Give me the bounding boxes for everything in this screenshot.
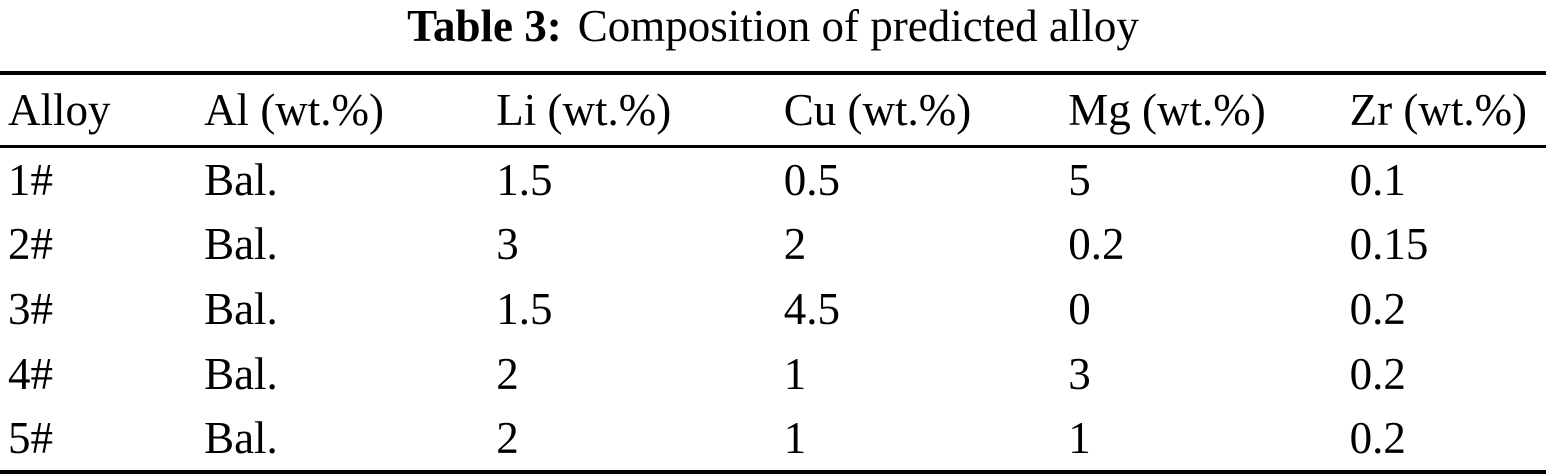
cell-li: 2 [496, 349, 519, 399]
cell-li: 2 [496, 413, 519, 463]
col-header-mg: Mg (wt.%) [1068, 72, 1350, 148]
cell-zr: 0.1 [1349, 154, 1406, 205]
table-caption-label: Table 3: [407, 1, 562, 51]
cell-zr: 0.15 [1349, 219, 1429, 269]
table-row: 3# Bal. 1.5 4.5 0 0.2 [0, 277, 1546, 342]
alloy-composition-table: Alloy Al (wt.%) Li (wt.%) Cu (wt.%) Mg (… [0, 70, 1546, 474]
table-row: 2# Bal. 3 2 0.2 0.15 [0, 212, 1546, 277]
cell-alloy: 5# [8, 413, 53, 463]
cell-cu: 2 [783, 219, 807, 269]
col-header-cu: Cu (wt.%) [783, 72, 1069, 148]
col-header-al: Al (wt.%) [204, 72, 497, 148]
table-caption: Table 3: Composition of predicted alloy [0, 1, 1546, 52]
cell-cu: 0.5 [783, 154, 841, 205]
cell-cu: 4.5 [783, 284, 841, 334]
cell-zr: 0.2 [1349, 413, 1406, 463]
col-header-zr: Zr (wt.%) [1349, 72, 1546, 148]
cell-zr: 0.2 [1349, 349, 1406, 399]
table-row: 1# Bal. 1.5 0.5 5 0.1 [0, 147, 1546, 212]
cell-mg: 1 [1068, 413, 1091, 463]
cell-li: 1.5 [496, 154, 553, 205]
cell-alloy: 4# [8, 349, 53, 399]
col-header-alloy: Alloy [0, 72, 205, 148]
cell-alloy: 2# [8, 219, 53, 269]
cell-al: Bal. [204, 219, 278, 269]
table-row: 5# Bal. 2 1 1 0.2 [0, 407, 1546, 472]
cell-al: Bal. [204, 349, 278, 399]
cell-mg: 3 [1068, 349, 1091, 399]
cell-li: 1.5 [496, 284, 553, 334]
cell-alloy: 1# [8, 154, 53, 205]
cell-li: 3 [496, 219, 519, 269]
header-row: Alloy Al (wt.%) Li (wt.%) Cu (wt.%) Mg (… [0, 72, 1546, 148]
cell-alloy: 3# [8, 284, 53, 334]
cell-mg: 5 [1068, 154, 1091, 205]
cell-cu: 1 [783, 413, 807, 463]
col-header-li: Li (wt.%) [496, 72, 784, 148]
cell-cu: 1 [783, 349, 807, 399]
cell-al: Bal. [204, 284, 278, 334]
cell-mg: 0.2 [1068, 219, 1125, 269]
cell-al: Bal. [204, 154, 278, 205]
cell-al: Bal. [204, 413, 278, 463]
cell-zr: 0.2 [1349, 284, 1406, 334]
cell-mg: 0 [1068, 284, 1091, 334]
table-row: 4# Bal. 2 1 3 0.2 [0, 342, 1546, 407]
table-caption-text: Composition of predicted alloy [577, 1, 1139, 51]
